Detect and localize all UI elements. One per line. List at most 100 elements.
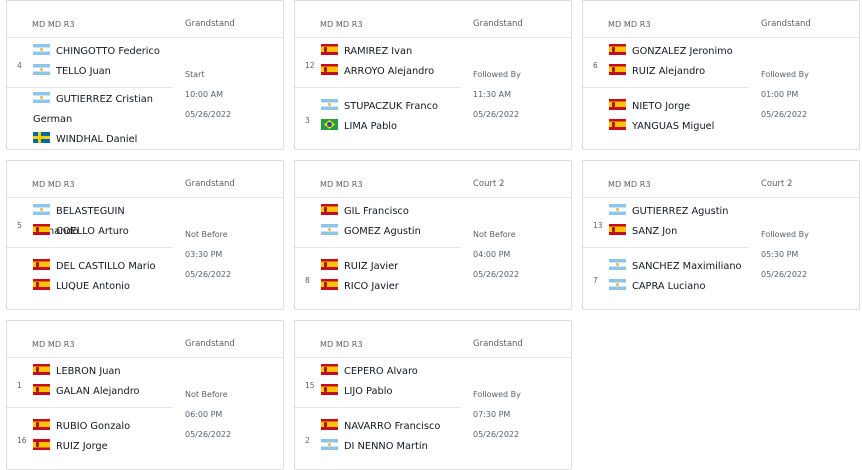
schedule-time: 05:30 PM [761,250,799,259]
player-name: GUTIERREZ Agustin [632,206,729,217]
match-court: Grandstand [185,179,235,189]
schedule-status: Followed By [761,70,809,79]
match-card[interactable]: MD MD R3 Grandstand 4 CHINGOTTO Federico TEL… [6,0,284,150]
player-entry[interactable]: YANGUAS Miguel [609,117,747,137]
schedule-time: 03:30 PM [185,250,223,259]
sweden-flag-icon [33,132,50,143]
player-entry[interactable]: RUIZ Jorge [33,437,171,457]
match-card[interactable]: MD MD R3 Court 2 GIL Francisco GOMEZ Agusti… [294,160,572,310]
match-round: MD MD R3 [608,20,651,29]
player-entry[interactable]: LUQUE Antonio [33,277,171,297]
schedule-time: 07:30 PM [473,410,511,419]
player-name: NAVARRO Francisco [344,421,441,432]
player-entry[interactable]: NAVARRO Francisco [321,417,459,437]
match-card[interactable]: MD MD R3 Grandstand 12 RAMIREZ Ivan ARROYO A… [294,0,572,150]
player-name: GIL Francisco [344,206,409,217]
player-name: RICO Javier [344,281,399,292]
spain-flag-icon [33,364,50,375]
player-entry[interactable]: GONZALEZ Jeronimo [609,42,747,62]
schedule-date: 05/26/2022 [473,270,520,279]
spain-flag-icon [33,279,50,290]
player-entry[interactable]: LEBRON Juan [33,362,171,382]
argentina-flag-icon [321,99,338,110]
player-name: GALAN Alejandro [56,386,140,397]
team-seed: 3 [305,116,310,125]
header-divider [7,37,283,38]
spain-flag-icon [609,44,626,55]
player-name: SANCHEZ Maximiliano [632,261,742,272]
team-seed: 1 [17,381,22,390]
team-seed: 16 [17,436,27,445]
player-name: RUBIO Gonzalo [56,421,131,432]
match-card[interactable]: MD MD R3 Court 2 13 GUTIERREZ Agustin SANZ J… [582,160,860,310]
header-divider [295,197,571,198]
player-entry[interactable]: RUBIO Gonzalo [33,417,171,437]
player-entry[interactable]: NIETO Jorge [609,97,747,117]
player-name: LIJO Pablo [344,386,393,397]
match-card[interactable]: MD MD R3 Grandstand 5 BELASTEGUIN Fernando C… [6,160,284,310]
player-entry[interactable]: DEL CASTILLO Mario [33,257,171,277]
schedule-status: Not Before [185,390,228,399]
player-entry[interactable]: RAMIREZ Ivan [321,42,459,62]
player-name: RUIZ Alejandro [632,66,706,77]
player-entry[interactable]: ARROYO Alejandro [321,62,459,82]
spain-flag-icon [609,64,626,75]
team-seed: 7 [593,276,598,285]
schedule-status: Start [185,70,205,79]
schedule-time: 01:00 PM [761,90,799,99]
player-entry[interactable]: TELLO Juan [33,62,171,82]
team-divider [295,247,461,248]
spain-flag-icon [609,224,626,235]
team-divider [7,247,173,248]
match-court: Grandstand [473,19,523,29]
player-entry[interactable]: CAPRA Luciano [609,277,747,297]
spain-flag-icon [321,204,338,215]
player-entry[interactable]: BELASTEGUIN Fernando [33,202,171,242]
argentina-flag-icon [609,279,626,290]
player-entry[interactable]: DI NENNO Martin [321,437,459,457]
player-entry[interactable]: STUPACZUK Franco [321,97,459,117]
player-entry[interactable]: GALAN Alejandro [33,382,171,402]
schedule-status: Not Before [185,230,228,239]
player-entry[interactable]: CEPERO Alvaro [321,362,459,382]
match-card[interactable]: MD MD R3 Grandstand 1 LEBRON Juan GALAN Alej… [6,320,284,470]
team-seed: 5 [17,221,22,230]
match-card[interactable]: MD MD R3 Grandstand 6 GONZALEZ Jeronimo RUIZ… [582,0,860,150]
player-name: DI NENNO Martin [344,441,428,452]
team-seed: 12 [305,61,315,70]
player-name: STUPACZUK Franco [344,101,438,112]
player-name: NIETO Jorge [632,101,691,112]
schedule-date: 05/26/2022 [473,430,520,439]
team-divider [7,407,173,408]
player-entry[interactable]: LIMA Pablo [321,117,459,137]
player-name: GOMEZ Agustin [344,226,421,237]
match-card[interactable]: MD MD R3 Grandstand 15 CEPERO Alvaro LIJO Pa… [294,320,572,470]
schedule-status: Followed By [761,230,809,239]
argentina-flag-icon [321,224,338,235]
player-entry[interactable]: GUTIERREZ Cristian German [33,90,171,130]
spain-flag-icon [321,279,338,290]
player-entry[interactable]: COELLO Arturo [33,222,171,242]
player-entry[interactable]: WINDHAL Daniel [33,130,171,149]
player-entry[interactable]: GUTIERREZ Agustin [609,202,747,222]
player-name: YANGUAS Miguel [632,121,715,132]
player-name: COELLO Arturo [56,226,129,237]
player-name: GUTIERREZ Cristian German [33,94,153,125]
player-entry[interactable]: RICO Javier [321,277,459,297]
player-entry[interactable]: SANCHEZ Maximiliano [609,257,747,277]
player-entry[interactable]: SANZ Jon [609,222,747,242]
player-entry[interactable]: GOMEZ Agustin [321,222,459,242]
team-seed: 6 [593,61,598,70]
argentina-flag-icon [33,204,50,215]
header-divider [7,197,283,198]
match-round: MD MD R3 [608,180,651,189]
player-entry[interactable]: GIL Francisco [321,202,459,222]
player-entry[interactable]: RUIZ Javier [321,257,459,277]
match-court: Grandstand [473,339,523,349]
player-entry[interactable]: CHINGOTTO Federico [33,42,171,62]
player-entry[interactable]: RUIZ Alejandro [609,62,747,82]
spain-flag-icon [609,119,626,130]
match-round: MD MD R3 [320,180,363,189]
player-entry[interactable]: LIJO Pablo [321,382,459,402]
argentina-flag-icon [33,64,50,75]
